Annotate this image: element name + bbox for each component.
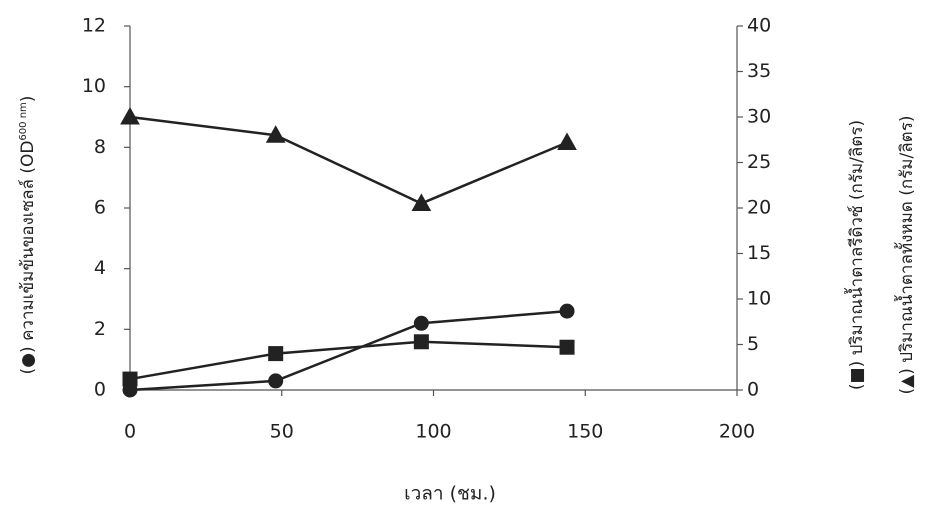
y2-tick-label: 15 [747,242,771,264]
point [121,108,139,124]
point [123,372,137,386]
y-tick-label: 12 [82,15,106,37]
series-line [130,342,567,379]
point [560,340,574,354]
y-axis-label-sub: 600 nm [18,102,29,140]
x-axis-label: เวลา (ชม.) [404,483,496,505]
chart: เวลา (ชม.) (●) ความเข้มข้นของเซลล์ (OD60… [0,0,929,506]
x-tick-label: 200 [719,421,755,443]
y2-axis-label: (▲) ปริมาณน้ำตาลทั้งหมด (กรัม/ลิตร) [894,116,917,395]
x-tick-label: 100 [415,421,451,443]
y2-tick-label: 10 [747,288,771,310]
y-axis-label-end: ) [18,96,38,103]
y2-tick-label: 5 [747,333,759,355]
y2-tick-label: 30 [747,106,771,128]
y2-tick-label: 35 [747,60,771,82]
series-line [130,117,567,203]
point [558,133,576,149]
y2-tick-label: 20 [747,197,771,219]
y-axis-label: (●) ความเข้มข้นของเซลล์ (OD600 nm) [18,96,38,375]
point [269,347,283,361]
y-tick-label: 8 [94,136,106,158]
y-axis-label-text: (●) ความเข้มข้นของเซลล์ (OD [18,141,38,375]
x-tick-label: 150 [567,421,603,443]
x-tick-label: 0 [124,421,136,443]
y2-tick-label: 25 [747,151,771,173]
y-tick-label: 10 [82,75,106,97]
y2-axis-label: (■) ปริมาณน้ำตาลรีดิวซ์ (กรัม/ลิตร) [844,120,867,390]
y2-tick-label: 0 [747,379,759,401]
y-tick-label: 0 [94,379,106,401]
y2-tick-label: 40 [747,15,771,37]
y-tick-label: 6 [94,197,106,219]
point [269,374,283,388]
point [412,194,430,210]
point [414,335,428,349]
point [560,304,574,318]
series-line [130,311,567,390]
point [414,316,428,330]
y-tick-label: 2 [94,318,106,340]
x-tick-label: 50 [270,421,294,443]
y-tick-label: 4 [94,257,106,279]
